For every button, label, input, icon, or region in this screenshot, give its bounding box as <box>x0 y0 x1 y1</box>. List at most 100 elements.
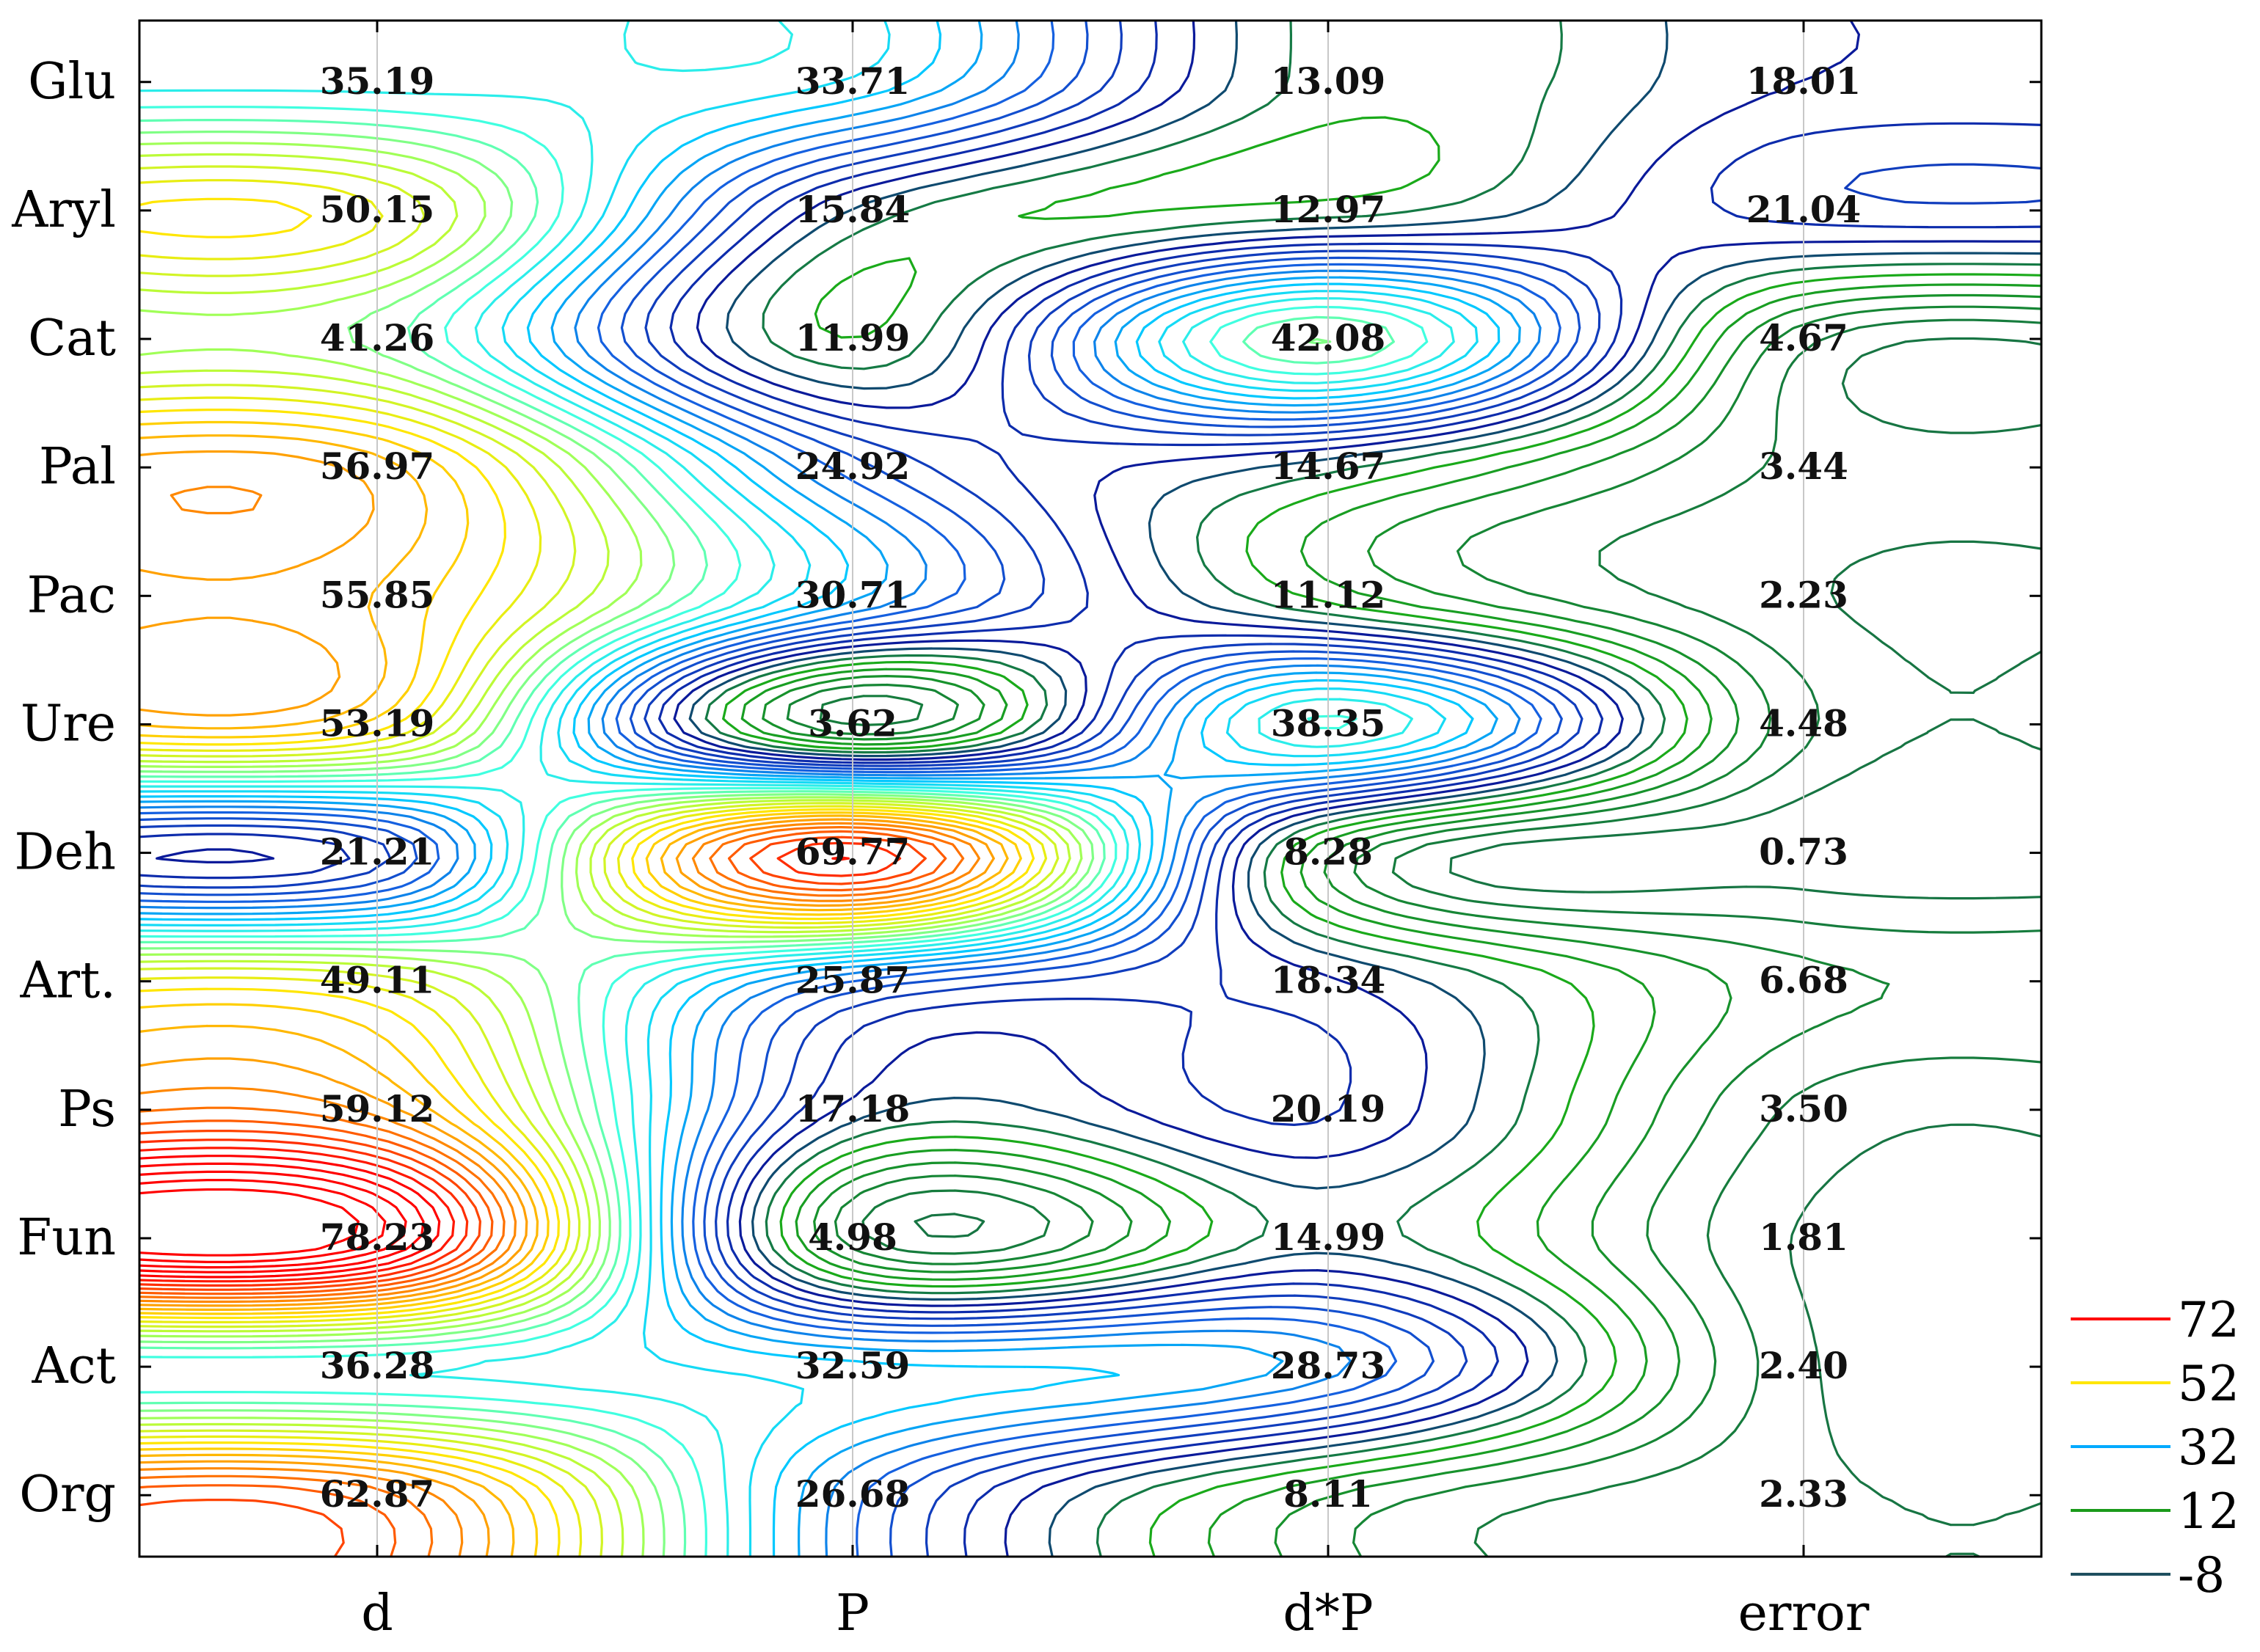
y-tick-label: Cat <box>28 310 116 368</box>
contour-level-70 <box>139 856 850 1283</box>
x-tick-label: error <box>1738 1585 1870 1642</box>
y-tick-label: Ure <box>21 695 116 753</box>
cell-label: 78.23 <box>320 1216 435 1259</box>
cell-label: 21.04 <box>1746 188 1862 231</box>
y-tick-label: Pal <box>39 438 116 496</box>
cell-label: 50.15 <box>320 188 435 231</box>
contour-level-24 <box>139 21 1581 1557</box>
y-tick-label: Art. <box>19 952 116 1010</box>
y-tick-label: Aryl <box>11 181 116 239</box>
contour-level-16 <box>688 21 2041 1557</box>
gridlines <box>376 21 1804 1557</box>
legend-label: -8 <box>2178 1547 2225 1604</box>
contour-level-34 <box>139 21 1479 1557</box>
contour-level-10 <box>740 283 2041 1557</box>
cell-label: 41.26 <box>320 316 435 359</box>
cell-label: 2.23 <box>1759 573 1848 616</box>
y-tick-label: Act <box>31 1337 116 1395</box>
contour-level-42 <box>139 131 1332 1557</box>
contour-level-14 <box>704 21 2041 1557</box>
cell-label: 3.44 <box>1759 445 1848 488</box>
cell-label: 21.21 <box>320 830 435 874</box>
y-tick-label: Org <box>19 1466 116 1524</box>
cell-label: 20.19 <box>1271 1087 1386 1130</box>
legend-label: 72 <box>2178 1292 2239 1348</box>
contour-level-2 <box>914 337 2041 1557</box>
cell-label: 53.19 <box>320 701 435 745</box>
legend-label: 12 <box>2178 1483 2239 1540</box>
cell-label: 42.08 <box>1271 316 1386 359</box>
contour-level-64 <box>139 830 947 1557</box>
x-tick-label: d*P <box>1283 1585 1373 1642</box>
cell-label: 35.19 <box>320 59 435 103</box>
cell-label: 18.34 <box>1271 959 1386 1002</box>
cell-label: 36.28 <box>320 1344 435 1387</box>
cell-label: 4.98 <box>808 1216 897 1259</box>
cell-label: 55.85 <box>320 573 435 616</box>
cell-label: 6.68 <box>1759 959 1848 1002</box>
cell-label: 2.40 <box>1759 1344 1848 1387</box>
cell-label: 26.68 <box>795 1472 911 1516</box>
cell-label: 56.97 <box>320 445 435 488</box>
plot-frame <box>138 19 2043 1558</box>
x-tick-label: d <box>361 1585 393 1642</box>
cell-label: 3.62 <box>808 701 897 745</box>
contour-level-36 <box>139 21 1455 1557</box>
contour-level-60 <box>139 486 980 1557</box>
cell-label: 8.11 <box>1283 1472 1373 1516</box>
legend: 72 52 32 12 -8 <box>2071 1292 2239 1604</box>
cell-label: 0.73 <box>1759 830 1848 874</box>
y-tick-label: Ps <box>58 1081 116 1139</box>
cell-label: 14.67 <box>1271 445 1386 488</box>
cell-label: 18.01 <box>1746 59 1862 103</box>
contour-level-28 <box>139 21 1542 1557</box>
contour-lines <box>139 21 2041 1557</box>
cell-label: 14.99 <box>1271 1216 1386 1259</box>
cell-label: 69.77 <box>795 830 911 874</box>
cell-label: 4.48 <box>1759 701 1848 745</box>
contour-level-44 <box>139 142 1083 1557</box>
cell-label: 32.59 <box>795 1344 911 1387</box>
cell-label: 15.84 <box>795 188 911 231</box>
legend-label: 32 <box>2178 1419 2239 1476</box>
y-tick-label: Pac <box>27 566 116 624</box>
cell-label: 30.71 <box>795 573 911 616</box>
y-tick-label: Deh <box>14 824 116 882</box>
contour-level-78 <box>139 1179 387 1263</box>
x-tick-label: P <box>836 1585 870 1642</box>
cell-label: 11.12 <box>1271 573 1386 616</box>
contour-level-48 <box>139 165 1060 1557</box>
contour-level-80 <box>139 1188 360 1257</box>
cell-label: 17.18 <box>795 1087 911 1130</box>
contour-level-46 <box>139 153 1071 1557</box>
contour-level-68 <box>139 841 902 1287</box>
contour-level-56 <box>139 434 1009 1557</box>
cell-label: 62.87 <box>320 1472 435 1516</box>
contour-level-20 <box>139 21 2041 1557</box>
cell-label: 13.09 <box>1271 59 1386 103</box>
cell-label: 2.33 <box>1759 1472 1848 1516</box>
contour-level-58 <box>139 450 995 1557</box>
contour-level-76 <box>139 1170 407 1269</box>
contour-level-8 <box>762 293 2041 1557</box>
contour-level-40 <box>139 119 1395 1557</box>
cell-label: 1.81 <box>1759 1216 1848 1259</box>
contour-level-62 <box>139 826 965 1557</box>
cell-label: 3.50 <box>1759 1087 1848 1130</box>
cell-label: 28.73 <box>1271 1344 1386 1387</box>
contour-level-52 <box>139 197 1035 1557</box>
cell-label: 49.11 <box>320 959 435 1002</box>
contour-level-12 <box>722 116 2041 1557</box>
cell-label: 8.28 <box>1283 830 1373 874</box>
y-tick-label: Fun <box>17 1209 116 1267</box>
legend-label: 52 <box>2178 1356 2239 1412</box>
contour-level-6 <box>786 305 2041 1557</box>
contour-level-26 <box>139 21 1561 1557</box>
cell-label: 38.35 <box>1271 701 1386 745</box>
cell-label: 24.92 <box>795 445 911 488</box>
contour-level-54 <box>139 420 1022 1557</box>
cell-label: 25.87 <box>795 959 911 1002</box>
cell-label: 4.67 <box>1759 316 1848 359</box>
